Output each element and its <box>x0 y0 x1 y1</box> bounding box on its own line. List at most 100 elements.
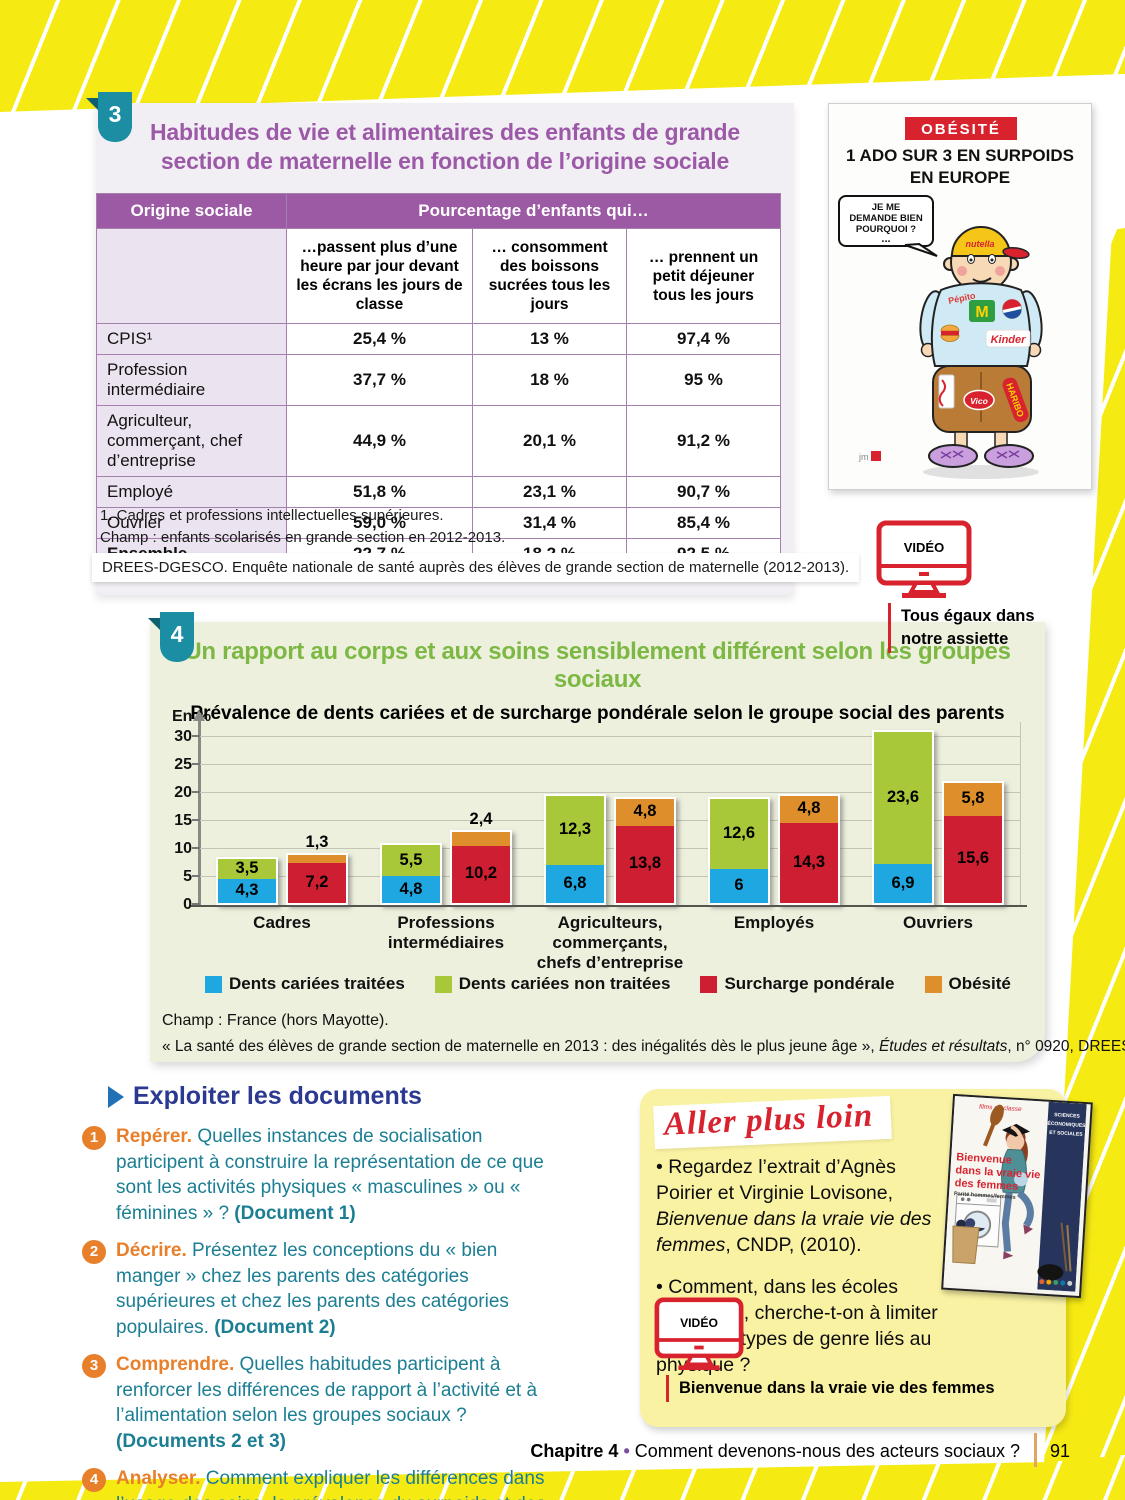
document-3-card: Habitudes de vie et alimentaires des enf… <box>92 103 860 595</box>
y-axis-tick <box>192 903 200 905</box>
question-number-badge: 1 <box>82 1126 106 1150</box>
chart-gridline <box>200 736 1020 737</box>
y-axis-arrow <box>192 710 205 721</box>
bar-value-label: 23,6 <box>886 788 920 807</box>
bar-segment: 6 <box>710 869 768 903</box>
bar-segment: 23,6 <box>874 732 932 865</box>
table-cell: 97,4 % <box>626 323 781 355</box>
table-cell: 20,1 % <box>472 405 627 477</box>
category-label: Professions intermédiaires <box>387 913 505 952</box>
document-4-badge: 4 <box>148 612 194 670</box>
cndp-logo-dots <box>1039 1279 1073 1286</box>
table-cell: 23,1 % <box>472 476 627 508</box>
exploiter-title: Exploiter les documents <box>133 1082 422 1110</box>
question-3: 3 Comprendre. Quelles habitudes particip… <box>82 1352 564 1454</box>
cheek <box>957 266 967 276</box>
y-tick-label: 5 <box>183 868 192 885</box>
bar-segment: 5,5 <box>382 845 440 877</box>
legend-item: Surcharge pondérale <box>700 974 895 994</box>
chart-bar-group: 6,8 12,3 13,8 4,8 <box>528 722 692 905</box>
question-2: 2 Décrire. Présentez les conceptions du … <box>82 1238 564 1340</box>
bar-segment: 5,8 <box>944 783 1002 816</box>
table-cell: 31,4 % <box>472 507 627 539</box>
chart-gridline <box>200 876 1020 877</box>
row-label: Employé <box>96 476 287 508</box>
bar-value-label: 4,8 <box>797 799 821 818</box>
stacked-bar: 14,3 4,8 <box>778 794 840 905</box>
table-header-row: Origine sociale Pourcentage d’enfants qu… <box>96 193 781 229</box>
bar-value-label: 10,2 <box>464 864 498 883</box>
video-monitor-icon[interactable]: VIDÉO <box>876 520 972 598</box>
table-cell: 59,0 % <box>286 507 473 539</box>
bar-value-label: 4,3 <box>235 881 259 900</box>
y-tick-label: 20 <box>174 784 192 801</box>
video-caption: Bienvenue dans la vraie vie des femmes <box>666 1375 995 1402</box>
table-cell: 51,8 % <box>286 476 473 508</box>
bar-segment <box>288 855 346 863</box>
cap-brim <box>1002 246 1030 260</box>
y-tick-label: 30 <box>174 728 192 745</box>
legend-swatch <box>434 975 452 993</box>
book-cover: SCIENCES ÉCONOMIQUES ET SOCIALES films e… <box>941 1093 1093 1299</box>
y-axis-tick <box>192 735 200 737</box>
wooden-spoon <box>983 1104 1004 1147</box>
stacked-bar: 6 12,6 <box>708 796 770 905</box>
chart-bar-group: 4,3 3,5 7,2 1,3 <box>200 722 364 905</box>
legend-item: Dents cariées non traitées <box>434 974 670 994</box>
column-header-origin: Origine sociale <box>96 193 287 229</box>
table-cell: 95 % <box>626 354 781 406</box>
svg-text:JE ME: JE ME <box>872 202 901 213</box>
category-label: Agriculteurs, commerçants, chefs d’entrepr… <box>536 913 684 972</box>
y-axis-tick <box>192 819 200 821</box>
stacked-bar: 7,2 1,3 <box>286 833 348 905</box>
legend-swatch <box>700 975 718 993</box>
bar-segment: 4,3 <box>218 878 276 903</box>
svg-text:M: M <box>975 304 988 321</box>
table-cell: 91,2 % <box>626 405 781 477</box>
chart-bar-group: 4,8 5,5 10,2 2,4 <box>364 722 528 905</box>
bar-value-label: 7,2 <box>305 872 329 891</box>
empty-cell <box>96 228 287 324</box>
bar-value-label: 3,5 <box>235 859 259 878</box>
stacked-bar: 4,3 3,5 <box>216 857 278 905</box>
video-label: VIDÉO <box>680 1315 718 1330</box>
bar-value-label: 12,6 <box>722 824 756 843</box>
row-label: Profession intermédiaire <box>96 354 287 406</box>
legend-item: Obésité <box>924 974 1011 994</box>
bar-value-label: 5,5 <box>399 850 423 869</box>
burger-king-logo <box>940 324 960 342</box>
video-caption: Tous égaux dans notre assiette <box>888 603 1035 653</box>
chart-gridline <box>200 820 1020 821</box>
aller-plus-loin-title: Aller plus loin <box>663 1097 874 1143</box>
stacked-bar: 6,9 23,6 <box>872 730 934 905</box>
pepsi-logo <box>1002 299 1022 319</box>
y-axis-tick <box>192 763 200 765</box>
cover-woman-figure <box>983 1104 1034 1260</box>
kinder-patch <box>985 329 1031 348</box>
chart-bar-group: 6,9 23,6 15,6 5,8 <box>856 722 1020 905</box>
question-4: 4 Analyser. Comment expliquer les différ… <box>82 1466 564 1500</box>
table-cell: 85,4 % <box>626 507 781 539</box>
x-axis-line <box>191 904 1027 907</box>
obesity-cartoon: OBÉSITÉ 1 ADO SUR 3 EN SURPOIDS EN EUROP… <box>828 103 1092 490</box>
bar-value-label: 6,8 <box>563 874 587 893</box>
document-3-title: Habitudes de vie et alimentaires des enf… <box>150 119 740 174</box>
bar-segment: 7,2 <box>288 862 346 903</box>
svg-text:ÉCONOMIQUES: ÉCONOMIQUES <box>1047 1119 1086 1129</box>
question-1: 1 Repérer. Quelles instances de socialis… <box>82 1124 564 1226</box>
subheader-drinks: … consomment des boissons sucrées tous l… <box>472 228 627 324</box>
bar-segment: 4,8 <box>780 796 838 823</box>
bar-segment <box>452 832 510 846</box>
bar-segment: 10,2 <box>452 845 510 903</box>
y-tick-label: 25 <box>174 756 192 773</box>
bar-value-label: 4,8 <box>633 802 657 821</box>
book-cover-art: SCIENCES ÉCONOMIQUES ET SOCIALES films e… <box>943 1096 1087 1292</box>
badge-number: 4 <box>160 612 194 662</box>
bar-value-label: 6,9 <box>891 873 915 892</box>
video-monitor-icon[interactable]: VIDÉO <box>654 1297 744 1370</box>
questions-list: 1 Repérer. Quelles instances de socialis… <box>82 1124 564 1500</box>
table-footnote: 1. Cadres et professions intellectuelles… <box>100 507 506 546</box>
subheader-breakfast: … prennent un petit déjeuner tous les jo… <box>626 228 781 324</box>
chart-title: Prévalence de dents cariées et de surcha… <box>190 703 1005 724</box>
